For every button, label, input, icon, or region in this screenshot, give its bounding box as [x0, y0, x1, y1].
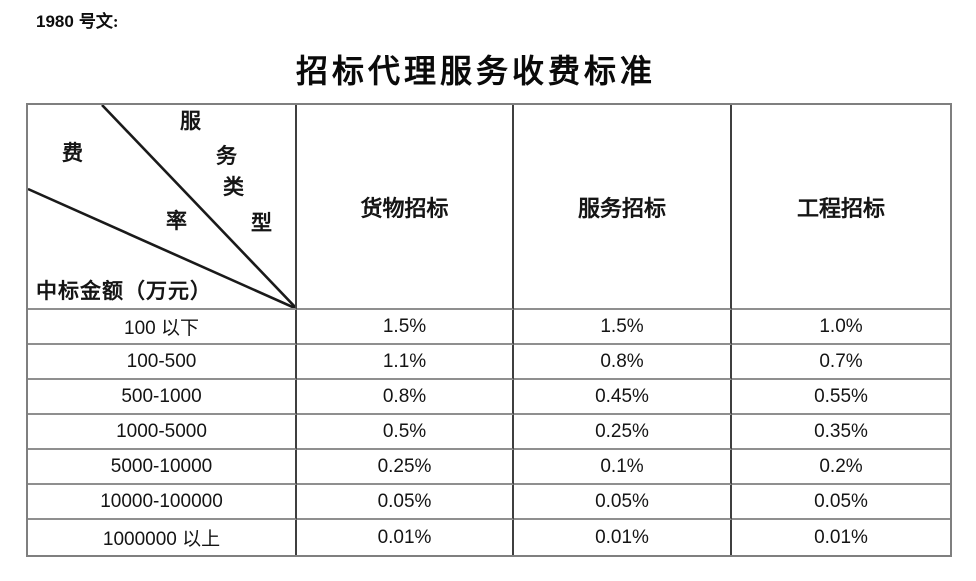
corner-col-axis-char: 服 — [180, 109, 201, 133]
row-range-cell: 100 以下 — [28, 310, 297, 345]
fee-value-cell: 0.01% — [814, 526, 868, 548]
fee-value-cell: 0.25% — [514, 415, 732, 450]
fee-value-cell: 0.5% — [297, 415, 514, 450]
doc-ref: 1980 号文: — [36, 7, 119, 32]
corner-col-axis-char: 类 — [223, 175, 244, 199]
doc-ref-label: 号文: — [78, 12, 119, 31]
fee-value-cell: 0.2% — [732, 450, 950, 485]
fee-value-cell: 0.05% — [297, 485, 514, 520]
fee-value-cell: 0.45% — [514, 380, 732, 415]
row-range-cell: 10000-100000 — [28, 485, 297, 520]
fee-value-cell: 0.1% — [514, 450, 732, 485]
fee-value-cell: 0.25% — [297, 450, 514, 485]
row-axis-label: 中标金额（万元） — [36, 279, 212, 303]
row-range-cell: 1000000 以上 — [28, 520, 297, 555]
fee-value-cell: 1.5% — [297, 310, 514, 345]
row-range-cell: 500-1000 — [28, 380, 297, 415]
fee-value-cell: 0.8% — [297, 380, 514, 415]
fee-value-cell: 0.05% — [514, 485, 732, 520]
corner-row-axis-char: 费 — [62, 141, 83, 165]
page-title: 招标代理服务收费标准 — [295, 53, 656, 89]
fee-value-cell: 1.1% — [297, 345, 514, 380]
column-header-goods: 货物招标 — [297, 105, 514, 310]
corner-header-cell: 服 务 类 型 费 率 中标金额（万元） — [28, 105, 297, 310]
row-range-cell: 1000-5000 — [28, 415, 297, 450]
fee-value-cell: 0.7% — [732, 345, 950, 380]
corner-col-axis-char: 型 — [251, 211, 272, 235]
fee-value-cell: 0.35% — [732, 415, 950, 450]
fee-value-cell: 0.8% — [514, 345, 732, 380]
fee-value-cell: 0.01% — [297, 520, 514, 555]
fee-value-cell: 0.55% — [732, 380, 950, 415]
corner-col-axis-char: 务 — [216, 144, 237, 168]
fee-value-cell: 1.0% — [732, 310, 950, 345]
row-range-cell: 100-500 — [28, 345, 297, 380]
fee-table: 服 务 类 型 费 率 中标金额（万元） 货物招标 服务招标 工程招标 100 … — [26, 103, 952, 557]
column-header-engineering: 工程招标 — [732, 105, 950, 310]
diagonal-divider-lines — [28, 105, 295, 308]
column-header-services: 服务招标 — [514, 105, 732, 310]
doc-ref-number: 1980 — [36, 12, 74, 31]
fee-value-cell: 0.05% — [732, 485, 950, 520]
corner-row-axis-char: 率 — [166, 209, 187, 233]
row-range-cell: 5000-10000 — [28, 450, 297, 485]
fee-value-cell: 1.5% — [514, 310, 732, 345]
fee-value-cell: 0.01% — [514, 520, 732, 555]
